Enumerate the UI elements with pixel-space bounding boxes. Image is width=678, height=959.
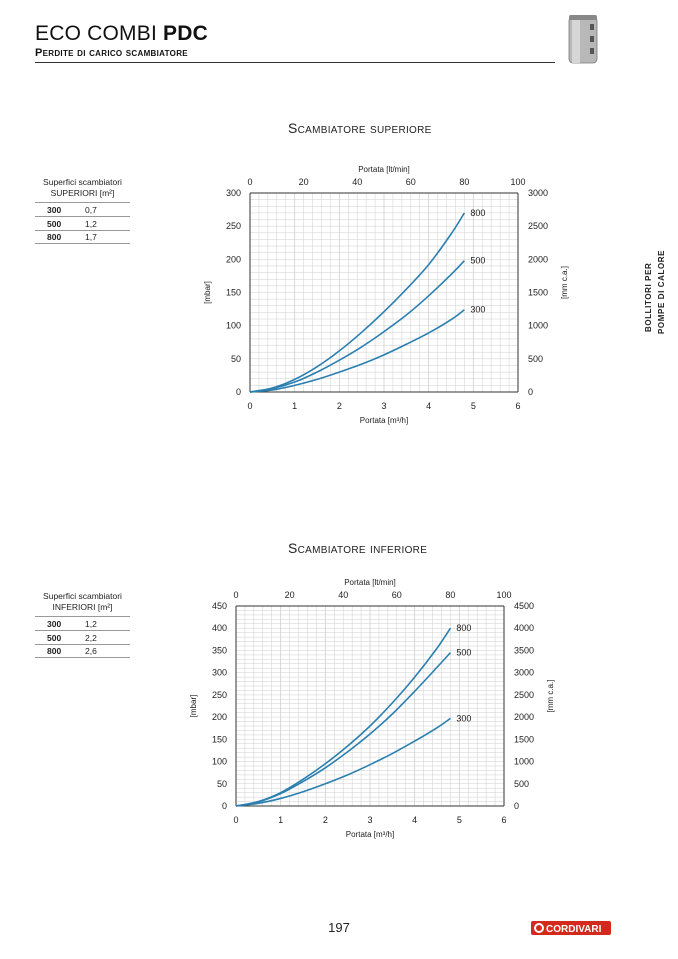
legend-row: 800 2,6	[35, 644, 130, 658]
y-tick-label: 50	[231, 354, 241, 364]
water-heater-icon	[568, 15, 598, 64]
y-tick-label: 100	[226, 321, 241, 331]
y-tick-label: 200	[226, 254, 241, 264]
y-axis-label: [mbar]	[203, 281, 212, 304]
x2-tick-label: 40	[352, 177, 362, 187]
logo-text: CORDIVARI	[546, 924, 602, 935]
x-tick-label: 2	[337, 401, 342, 411]
header-divider	[35, 62, 555, 63]
x2-tick-label: 60	[406, 177, 416, 187]
legend-row: 500 2,2	[35, 630, 130, 644]
legend-table-lower: Superfici scambiatori INFERIORI [m²] 300…	[35, 591, 130, 658]
chart-title-upper: Scambiatore superiore	[288, 120, 432, 136]
y2-tick-label: 2500	[528, 221, 548, 231]
document-title: ECO COMBI PDC	[35, 22, 208, 46]
cordivari-logo: CORDIVARI	[531, 921, 611, 935]
y2-tick-label: 0	[528, 387, 533, 397]
series-label-500: 500	[470, 256, 485, 266]
series-line-500	[249, 260, 465, 393]
legend-row: 300 0,7	[35, 202, 130, 216]
y-tick-label: 250	[226, 221, 241, 231]
y2-tick-label: 1000	[528, 321, 548, 331]
y2-tick-label: 1500	[528, 288, 548, 298]
y2-tick-label: 500	[528, 354, 543, 364]
chart-title-lower: Scambiatore inferiore	[288, 540, 428, 556]
title-main: ECO COMBI	[35, 22, 157, 45]
y-tick-label: 150	[226, 288, 241, 298]
x-tick-label: 1	[292, 401, 297, 411]
x-tick-label: 6	[515, 401, 520, 411]
series-label-800: 800	[470, 208, 485, 218]
y-tick-label: 0	[236, 387, 241, 397]
legend-row: 800 1,7	[35, 230, 130, 244]
x2-tick-label: 100	[510, 177, 525, 187]
series-line-300	[249, 309, 465, 393]
series-label-300: 300	[470, 305, 485, 315]
x-tick-label: 0	[247, 401, 252, 411]
legend-head: Superfici scambiatori INFERIORI [m²]	[43, 591, 122, 612]
y2-tick-label: 2000	[528, 254, 548, 264]
x2-tick-label: 20	[299, 177, 309, 187]
x2-tick-label: 80	[459, 177, 469, 187]
x-tick-label: 4	[426, 401, 431, 411]
series-line-800	[249, 212, 466, 393]
grid	[249, 192, 519, 393]
legend-row: 500 1,2	[35, 216, 130, 230]
x-tick-label: 5	[471, 401, 476, 411]
title-bold: PDC	[163, 22, 208, 45]
y2-tick-label: 3000	[528, 188, 548, 198]
x-tick-label: 3	[381, 401, 386, 411]
page-number: 197	[328, 920, 350, 935]
x-axis-label: Portata [m³/h]	[360, 416, 408, 425]
y-tick-label: 300	[226, 188, 241, 198]
legend-head: Superfici scambiatori SUPERIORI [m²]	[43, 177, 122, 198]
x2-axis-label: Portata [lt/min]	[358, 165, 410, 174]
y2-axis-label: [mm c.a.]	[560, 266, 569, 299]
legend-row: 300 1,2	[35, 616, 130, 630]
document-subtitle: Perdite di carico scambiatore	[35, 47, 188, 59]
legend-table-upper: Superfici scambiatori SUPERIORI [m²] 300…	[35, 177, 130, 244]
x2-tick-label: 0	[247, 177, 252, 187]
